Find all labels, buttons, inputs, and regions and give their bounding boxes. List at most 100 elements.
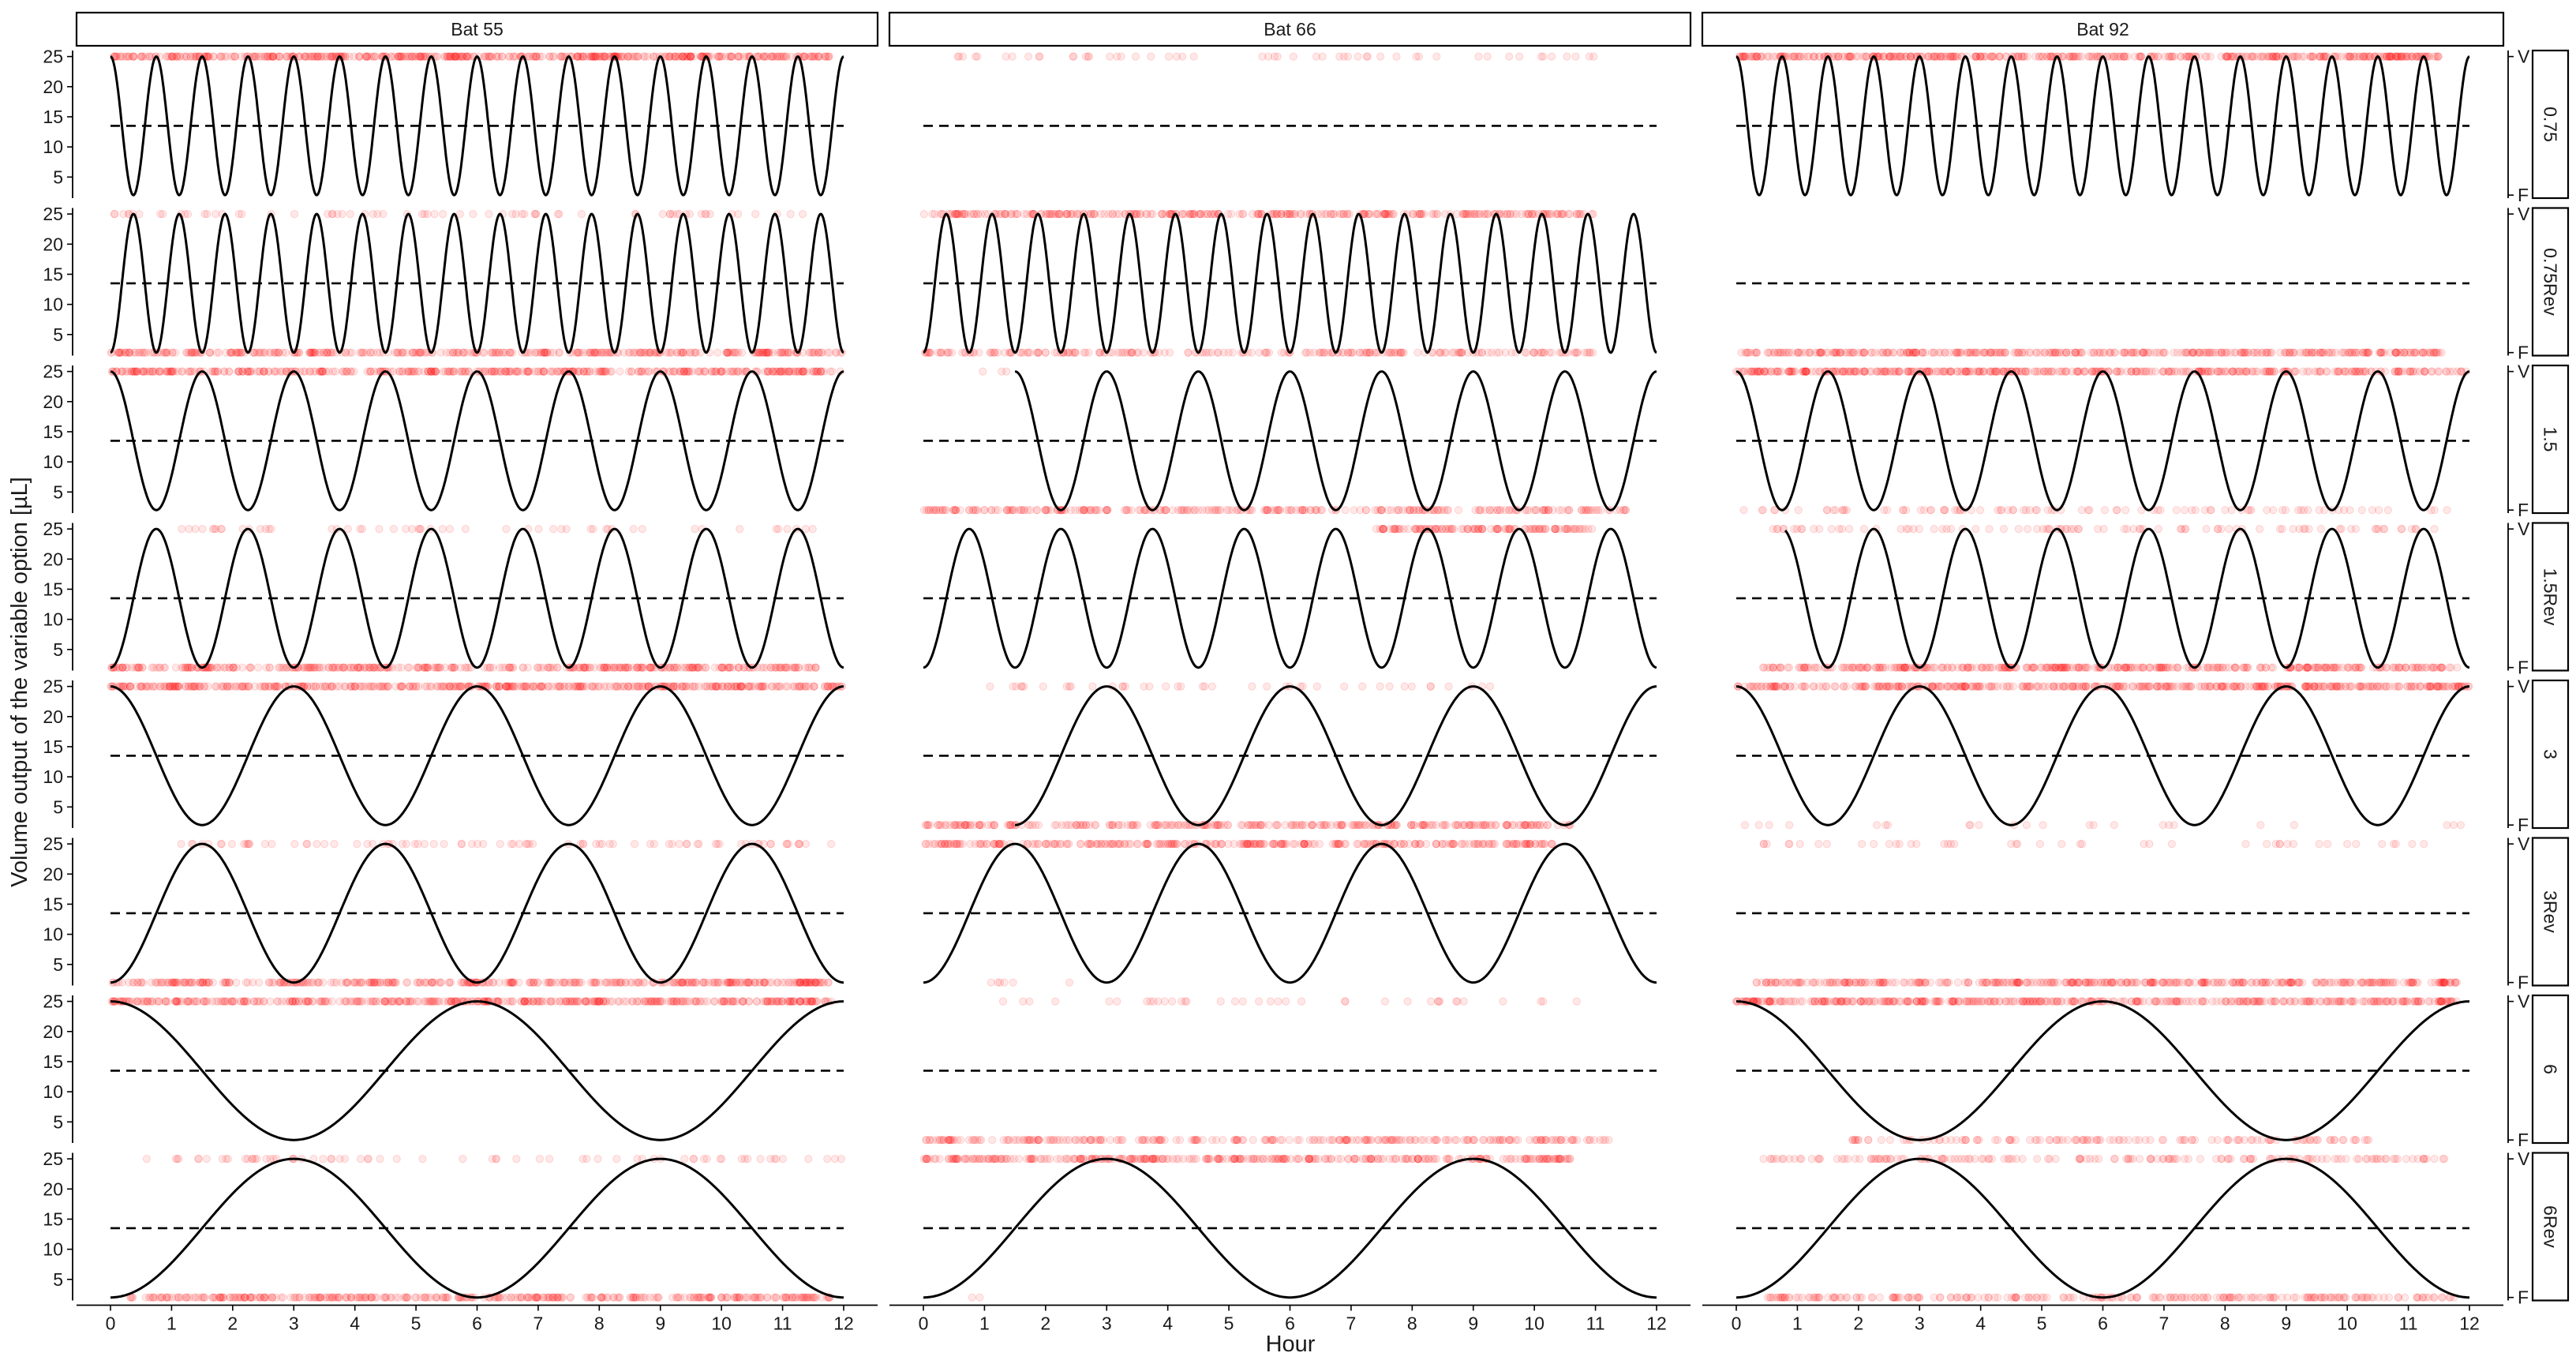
choice-point <box>1168 506 1178 515</box>
choice-point <box>531 52 540 61</box>
choice-point <box>267 525 275 534</box>
choice-point <box>1585 348 1593 357</box>
choice-point <box>402 840 411 849</box>
choice-point <box>1536 821 1544 830</box>
choice-point <box>354 997 362 1006</box>
choice-point <box>495 348 504 357</box>
choice-point <box>783 997 792 1006</box>
choice-point <box>583 348 592 357</box>
choice-point <box>560 682 569 691</box>
choice-point <box>436 663 444 672</box>
choice-point <box>567 1293 575 1302</box>
choice-point <box>328 210 336 219</box>
choice-point <box>364 1155 373 1164</box>
choice-point <box>720 997 728 1006</box>
choice-point <box>677 663 686 672</box>
choice-point <box>1330 210 1339 219</box>
choice-point <box>394 663 402 672</box>
choice-point <box>686 52 695 61</box>
choice-point <box>372 52 380 61</box>
choice-point <box>617 52 626 61</box>
choice-point <box>591 52 601 61</box>
choice-point <box>1343 210 1352 219</box>
choice-point <box>590 52 600 61</box>
choice-point <box>1585 52 1593 61</box>
choice-point <box>346 210 354 219</box>
choice-point <box>1457 840 1466 849</box>
choice-point <box>515 978 523 987</box>
choice-point <box>324 367 333 376</box>
choice-point <box>1002 52 1010 61</box>
choice-point <box>340 1155 350 1164</box>
choice-point <box>455 210 465 219</box>
choice-point <box>1301 506 1309 515</box>
choice-point <box>445 525 455 534</box>
choice-point <box>429 840 438 849</box>
choice-point <box>246 663 255 672</box>
choice-point <box>1339 52 1349 61</box>
choice-point <box>1154 821 1163 830</box>
choice-point <box>1181 210 1189 219</box>
choice-point <box>245 840 253 849</box>
choice-point <box>371 997 380 1006</box>
choice-point <box>315 978 324 987</box>
choice-point <box>665 840 673 849</box>
choice-point <box>631 840 639 849</box>
choice-point <box>172 52 181 61</box>
choice-point <box>220 52 229 61</box>
choice-point <box>710 997 718 1006</box>
choice-point <box>1198 682 1208 691</box>
choice-point <box>1124 506 1133 515</box>
choice-point <box>369 682 377 691</box>
choice-point <box>412 1293 421 1302</box>
choice-point <box>234 210 243 219</box>
choice-point <box>417 210 427 219</box>
column-strip <box>888 11 1692 47</box>
choice-point <box>1020 210 1028 219</box>
choice-point <box>589 525 597 534</box>
choice-point <box>919 506 928 515</box>
choice-point <box>230 52 239 61</box>
choice-point <box>620 997 628 1006</box>
choice-point <box>451 52 461 61</box>
choice-point <box>135 210 144 219</box>
choice-point <box>441 1293 451 1302</box>
choice-point <box>328 1293 336 1302</box>
choice-point <box>960 821 969 830</box>
choice-point <box>988 348 998 357</box>
choice-point <box>230 52 239 61</box>
choice-point <box>1264 52 1273 61</box>
choice-point <box>725 663 734 672</box>
choice-point <box>549 525 558 534</box>
choice-point <box>1362 52 1371 61</box>
choice-point <box>397 52 406 61</box>
choice-point <box>1463 525 1473 534</box>
choice-point <box>172 1293 181 1302</box>
choice-point <box>1084 348 1093 357</box>
choice-point <box>1541 506 1550 515</box>
choice-point <box>355 1293 364 1302</box>
choice-point <box>362 52 371 61</box>
choice-point <box>605 840 614 849</box>
choice-point <box>1184 348 1193 357</box>
choice-point <box>592 840 601 849</box>
row-strip-label: 6Rev <box>2540 1205 2561 1248</box>
choice-point <box>152 682 160 691</box>
choice-point <box>122 52 131 61</box>
choice-point <box>919 210 929 219</box>
choice-point <box>1341 506 1350 515</box>
choice-point <box>447 997 456 1006</box>
choice-point <box>186 52 195 61</box>
choice-point <box>188 663 197 672</box>
row-strip <box>2531 837 2570 987</box>
choice-point <box>730 367 739 376</box>
choice-point <box>193 997 202 1006</box>
choice-point <box>823 1155 832 1164</box>
choice-point <box>1204 348 1213 357</box>
choice-point <box>555 210 564 219</box>
choice-point <box>1379 525 1387 534</box>
choice-point <box>1517 210 1526 219</box>
choice-point <box>734 663 743 672</box>
choice-point <box>679 52 687 61</box>
choice-point <box>1147 52 1155 61</box>
